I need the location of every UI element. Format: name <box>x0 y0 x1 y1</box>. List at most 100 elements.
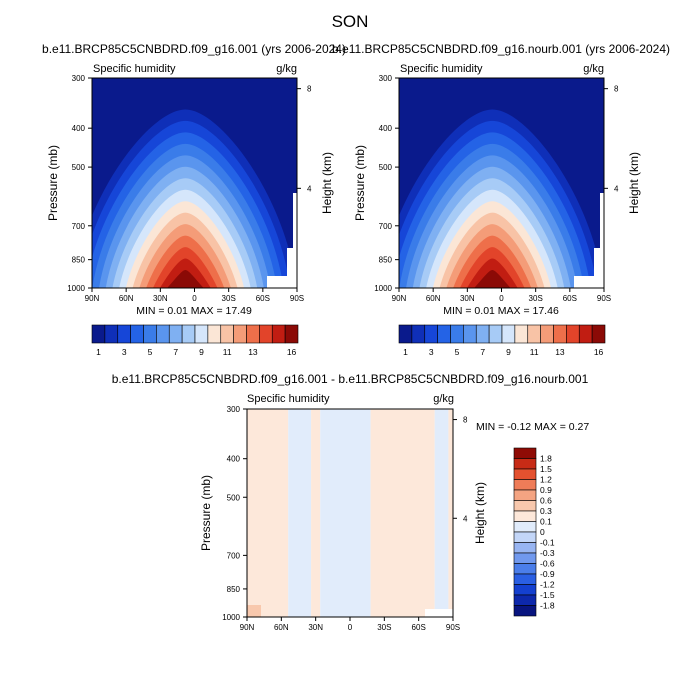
x-tick-label: 60S <box>563 294 577 303</box>
colorbar-label: 5 <box>148 347 153 357</box>
colorbar-label: -0.1 <box>540 538 555 548</box>
colorbar-label: 13 <box>555 347 565 357</box>
colorbar-swatch <box>591 324 606 344</box>
height-tick-label: 4 <box>463 514 468 523</box>
colorbar-swatch <box>513 531 537 543</box>
colorbar-label: -1.8 <box>540 601 555 611</box>
colorbar-swatch <box>450 324 464 344</box>
panel-control-units: g/kg <box>276 63 297 75</box>
colorbar-swatch <box>437 324 451 344</box>
x-tick-label: 60N <box>119 294 134 303</box>
panel-nourb-plot <box>399 78 604 288</box>
x-tick-label: 30N <box>308 623 323 632</box>
colorbar-swatch <box>578 324 593 344</box>
x-tick-label: 30S <box>529 294 543 303</box>
panel-nourb-ylabel: Pressure (mb) <box>353 145 367 221</box>
colorbar-swatch <box>540 324 554 344</box>
colorbar-label: 3 <box>122 347 127 357</box>
x-tick-label: 0 <box>192 294 197 303</box>
colorbar-label: 1 <box>403 347 408 357</box>
x-tick-label: 90S <box>446 623 460 632</box>
colorbar-label: -0.9 <box>540 569 555 579</box>
height-tick-label: 4 <box>614 184 619 193</box>
colorbar-label: 0 <box>540 527 545 537</box>
colorbar-label: 0.9 <box>540 485 552 495</box>
panel-control: b.e11.BRCP85C5CNBDRD.f09_g16.001 (yrs 20… <box>42 42 346 357</box>
colorbar-swatch <box>513 552 537 564</box>
x-tick-label: 90N <box>392 294 407 303</box>
panel-difference-case: b.e11.BRCP85C5CNBDRD.f09_g16.001 - b.e11… <box>112 372 589 386</box>
colorbar-swatch <box>156 324 170 344</box>
missing-data-mask <box>267 193 297 288</box>
colorbar-swatch <box>513 447 537 459</box>
colorbar-swatch <box>168 324 183 344</box>
panel-control-axes: 90N 60N 30N 0 30S 60S 90S 300 400 500 700 850 1000 8 4 <box>67 74 312 303</box>
colorbar-swatch <box>513 510 537 522</box>
panel-difference-colorbar: 1.81.51.20.90.60.30.10-0.1-0.3-0.6-0.9-1… <box>513 447 555 617</box>
colorbar-swatch <box>527 324 541 344</box>
colorbar-swatch <box>194 324 209 344</box>
colorbar-swatch <box>488 324 503 344</box>
y-tick-label: 1000 <box>67 284 85 293</box>
colorbar-swatch <box>513 500 537 512</box>
panel-control-case: b.e11.BRCP85C5CNBDRD.f09_g16.001 (yrs 20… <box>42 42 346 56</box>
colorbar-swatch <box>271 324 286 344</box>
colorbar-swatch <box>284 324 299 344</box>
x-tick-label: 0 <box>499 294 504 303</box>
y-tick-label: 400 <box>379 124 393 133</box>
x-tick-label: 30S <box>222 294 236 303</box>
colorbar-label: 7 <box>173 347 178 357</box>
x-tick-label: 60N <box>274 623 289 632</box>
colorbar-label: 11 <box>223 347 232 357</box>
colorbar-swatch <box>233 324 247 344</box>
colorbar-swatch <box>91 324 106 344</box>
difference-patch <box>247 605 261 617</box>
y-tick-label: 1000 <box>374 284 392 293</box>
colorbar-label: 7 <box>480 347 485 357</box>
colorbar-label: 13 <box>248 347 258 357</box>
panel-control-plot <box>92 78 297 288</box>
colorbar-swatch <box>514 324 529 344</box>
y-tick-label: 500 <box>72 163 86 172</box>
colorbar-label: 16 <box>287 347 297 357</box>
difference-band <box>247 409 289 617</box>
contour-fill-level-15 <box>474 270 511 288</box>
y-tick-label: 300 <box>72 74 86 83</box>
colorbar-swatch <box>130 324 144 344</box>
height-tick-label: 8 <box>307 85 312 94</box>
x-tick-label: 60S <box>412 623 426 632</box>
panel-control-stats: MIN = 0.01 MAX = 17.49 <box>136 305 252 317</box>
colorbar-swatch <box>513 584 537 596</box>
colorbar-swatch <box>513 479 537 491</box>
panel-difference-stats: MIN = -0.12 MAX = 0.27 <box>476 421 589 433</box>
x-tick-label: 90N <box>85 294 100 303</box>
colorbar-swatch <box>513 521 537 533</box>
colorbar-label: 11 <box>530 347 539 357</box>
missing-data-mask <box>574 193 604 288</box>
y-tick-label: 500 <box>227 493 241 502</box>
difference-band <box>434 409 449 617</box>
colorbar-swatch <box>143 324 157 344</box>
colorbar-label: -0.6 <box>540 559 555 569</box>
colorbar-label: -0.3 <box>540 548 555 558</box>
missing-data-mask <box>425 609 453 617</box>
difference-band <box>311 409 321 617</box>
x-tick-label: 60S <box>256 294 270 303</box>
panel-difference-axes: 90N 60N 30N 0 30S 60S 90S 300 400 500 700 850 1000 8 4 <box>222 405 468 632</box>
colorbar-label: -1.2 <box>540 580 555 590</box>
panel-nourb: b.e11.BRCP85C5CNBDRD.f09_g16.nourb.001 (… <box>332 42 670 357</box>
colorbar-swatch <box>220 324 234 344</box>
height-tick-label: 8 <box>463 416 468 425</box>
panel-control-field: Specific humidity <box>93 63 176 75</box>
colorbar-swatch <box>424 324 438 344</box>
x-tick-label: 0 <box>348 623 353 632</box>
x-tick-label: 90S <box>290 294 304 303</box>
colorbar-swatch <box>513 489 537 501</box>
colorbar-swatch <box>513 573 537 585</box>
colorbar-swatch <box>246 324 260 344</box>
panel-nourb-case: b.e11.BRCP85C5CNBDRD.f09_g16.nourb.001 (… <box>332 42 670 56</box>
panel-difference-field: Specific humidity <box>247 393 330 405</box>
colorbar-label: 0.3 <box>540 506 552 516</box>
colorbar-swatch <box>398 324 413 344</box>
y-tick-label: 500 <box>379 163 393 172</box>
